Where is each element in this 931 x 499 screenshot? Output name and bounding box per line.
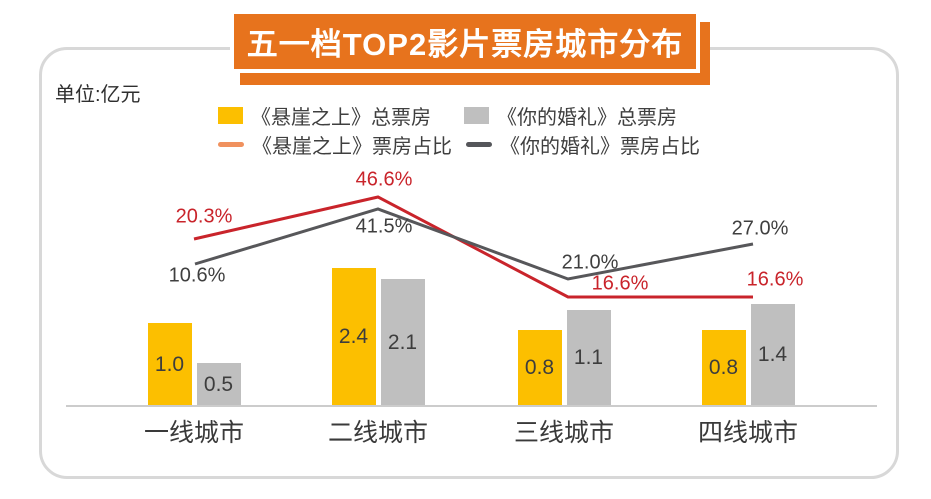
unit-label: 单位:亿元 bbox=[55, 84, 141, 106]
x-axis-category-label: 四线城市 bbox=[697, 419, 799, 447]
legend-line-swatch bbox=[466, 141, 492, 147]
percentage-label: 41.5% bbox=[355, 215, 413, 238]
legend-item: 《悬崖之上》票房占比 bbox=[218, 130, 452, 159]
legend-square-swatch bbox=[464, 106, 489, 124]
bar-nidehunli: 0.5 bbox=[196, 363, 241, 406]
line-nidehunli-share bbox=[194, 207, 754, 281]
bar-xuanya: 2.4 bbox=[331, 268, 376, 406]
percentage-label: 16.6% bbox=[746, 268, 804, 291]
bar-xuanya: 0.8 bbox=[701, 330, 746, 406]
line-xuanya-share bbox=[193, 195, 753, 299]
bar-value-label: 1.0 bbox=[154, 352, 185, 376]
legend-row: 《悬崖之上》总票房 《你的婚礼》总票房 bbox=[218, 104, 700, 129]
legend-label: 《你的婚礼》票房占比 bbox=[500, 135, 700, 158]
percentage-label: 10.6% bbox=[168, 264, 226, 287]
bar-value-label: 0.8 bbox=[708, 356, 739, 379]
x-axis-line bbox=[66, 405, 877, 407]
legend-label: 《悬崖之上》总票房 bbox=[251, 106, 431, 129]
title-banner: 五一档TOP2影片票房城市分布 bbox=[230, 10, 710, 85]
page-title: 五一档TOP2影片票房城市分布 bbox=[230, 10, 700, 73]
bar-value-label: 2.4 bbox=[338, 325, 369, 348]
bar-nidehunli: 1.4 bbox=[750, 304, 795, 406]
bar-value-label: 0.5 bbox=[203, 372, 234, 396]
x-axis-category-label: 二线城市 bbox=[327, 419, 429, 447]
bar-value-label: 0.8 bbox=[524, 356, 555, 379]
legend-line-swatch bbox=[218, 141, 244, 147]
legend-item: 《你的婚礼》票房占比 bbox=[466, 130, 700, 159]
legend-square-swatch bbox=[218, 106, 243, 124]
bar-value-label: 1.4 bbox=[757, 343, 788, 366]
bar-nidehunli: 2.1 bbox=[380, 279, 425, 406]
legend-item: 《你的婚礼》总票房 bbox=[464, 101, 677, 130]
legend-row: 《悬崖之上》票房占比 《你的婚礼》票房占比 bbox=[218, 133, 700, 158]
bar-value-label: 2.1 bbox=[387, 330, 418, 354]
percentage-label: 46.6% bbox=[355, 168, 413, 191]
legend-label: 《悬崖之上》票房占比 bbox=[252, 135, 452, 158]
legend-label: 《你的婚礼》总票房 bbox=[497, 106, 677, 129]
percentage-label: 16.6% bbox=[591, 272, 649, 295]
percentage-label: 20.3% bbox=[175, 205, 233, 228]
x-axis-category-label: 一线城市 bbox=[143, 419, 245, 447]
legend: 《悬崖之上》总票房 《你的婚礼》总票房《悬崖之上》票房占比 《你的婚礼》票房占比 bbox=[218, 104, 700, 158]
x-axis-category-label: 三线城市 bbox=[513, 419, 615, 447]
percentage-label: 27.0% bbox=[731, 217, 789, 240]
legend-item: 《悬崖之上》总票房 bbox=[218, 101, 431, 130]
bar-xuanya: 1.0 bbox=[147, 323, 192, 406]
percentage-label: 21.0% bbox=[561, 251, 619, 274]
bar-nidehunli: 1.1 bbox=[566, 310, 611, 406]
bar-value-label: 1.1 bbox=[573, 346, 604, 369]
bar-xuanya: 0.8 bbox=[517, 330, 562, 406]
